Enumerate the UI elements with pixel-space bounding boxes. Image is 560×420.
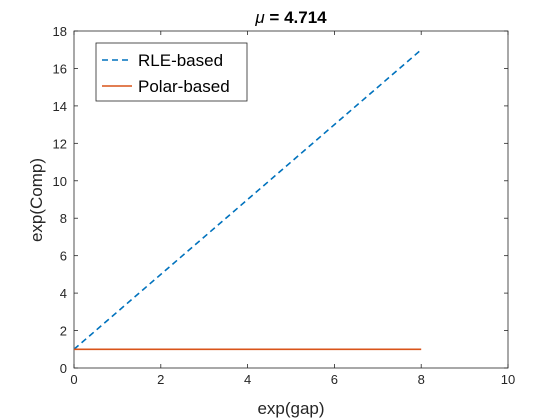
legend: RLE-based Polar-based (95, 42, 248, 102)
series-layer (73, 49, 422, 351)
x-tick-label: 2 (157, 372, 164, 387)
y-axis-label: exp(Comp) (27, 158, 46, 242)
y-tick-label: 8 (60, 211, 67, 226)
y-tick-label: 18 (53, 24, 67, 39)
y-tick-label: 14 (53, 99, 67, 114)
x-tick-label: 6 (331, 372, 338, 387)
x-tick-label: 10 (501, 372, 515, 387)
x-tick-label: 8 (418, 372, 425, 387)
x-axis-label: exp(gap) (257, 399, 324, 418)
x-tick-label: 0 (70, 372, 77, 387)
ticks-layer: 0 2 4 6 8 10 0 2 4 6 8 10 12 14 16 18 (53, 24, 516, 387)
y-tick-label: 2 (60, 324, 67, 339)
title-rest: = 4.714 (265, 8, 327, 27)
legend-label-rle-based: RLE-based (138, 51, 223, 70)
y-tick-label: 10 (53, 174, 67, 189)
y-tick-label: 12 (53, 136, 67, 151)
series-line-rle-based (73, 49, 422, 350)
legend-box (95, 42, 248, 102)
legend-label-polar-based: Polar-based (138, 77, 230, 96)
x-tick-label: 4 (244, 372, 251, 387)
y-tick-label: 6 (60, 249, 67, 264)
y-tick-label: 16 (53, 61, 67, 76)
y-tick-label: 4 (60, 286, 67, 301)
y-tick-label: 0 (60, 361, 67, 376)
chart-title: μ = 4.714 (254, 8, 327, 27)
title-symbol: μ (254, 8, 265, 27)
